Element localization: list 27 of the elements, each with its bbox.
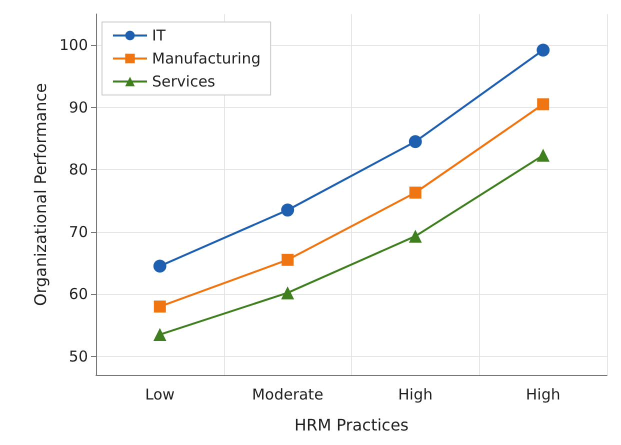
legend-label: Services — [152, 72, 216, 90]
point — [282, 254, 294, 266]
y-tick-label: 50 — [68, 347, 88, 366]
point — [153, 328, 166, 342]
point — [537, 98, 550, 110]
y-tick-label: 70 — [68, 222, 88, 241]
point — [408, 230, 422, 243]
x-axis-title: HRM Practices — [294, 416, 409, 434]
y-tick-label: 80 — [68, 160, 88, 179]
legend-label: Manufacturing — [152, 50, 261, 68]
x-tick-label: Low — [145, 386, 175, 404]
point — [281, 204, 294, 217]
point — [154, 300, 166, 313]
point — [409, 186, 422, 199]
point — [281, 286, 294, 300]
y-tick-label: 100 — [59, 36, 88, 54]
y-axis-title: Organizational Performance — [30, 82, 50, 306]
x-tick-label: High — [526, 386, 560, 404]
point — [536, 44, 550, 57]
x-tick-label: Moderate — [252, 386, 324, 404]
x-tick-label: High — [398, 386, 433, 404]
y-tick-label: 60 — [68, 285, 88, 304]
point — [408, 135, 422, 148]
point — [153, 260, 166, 273]
legend-label: IT — [152, 26, 166, 44]
y-tick-label: 90 — [68, 98, 88, 116]
point — [536, 148, 550, 162]
